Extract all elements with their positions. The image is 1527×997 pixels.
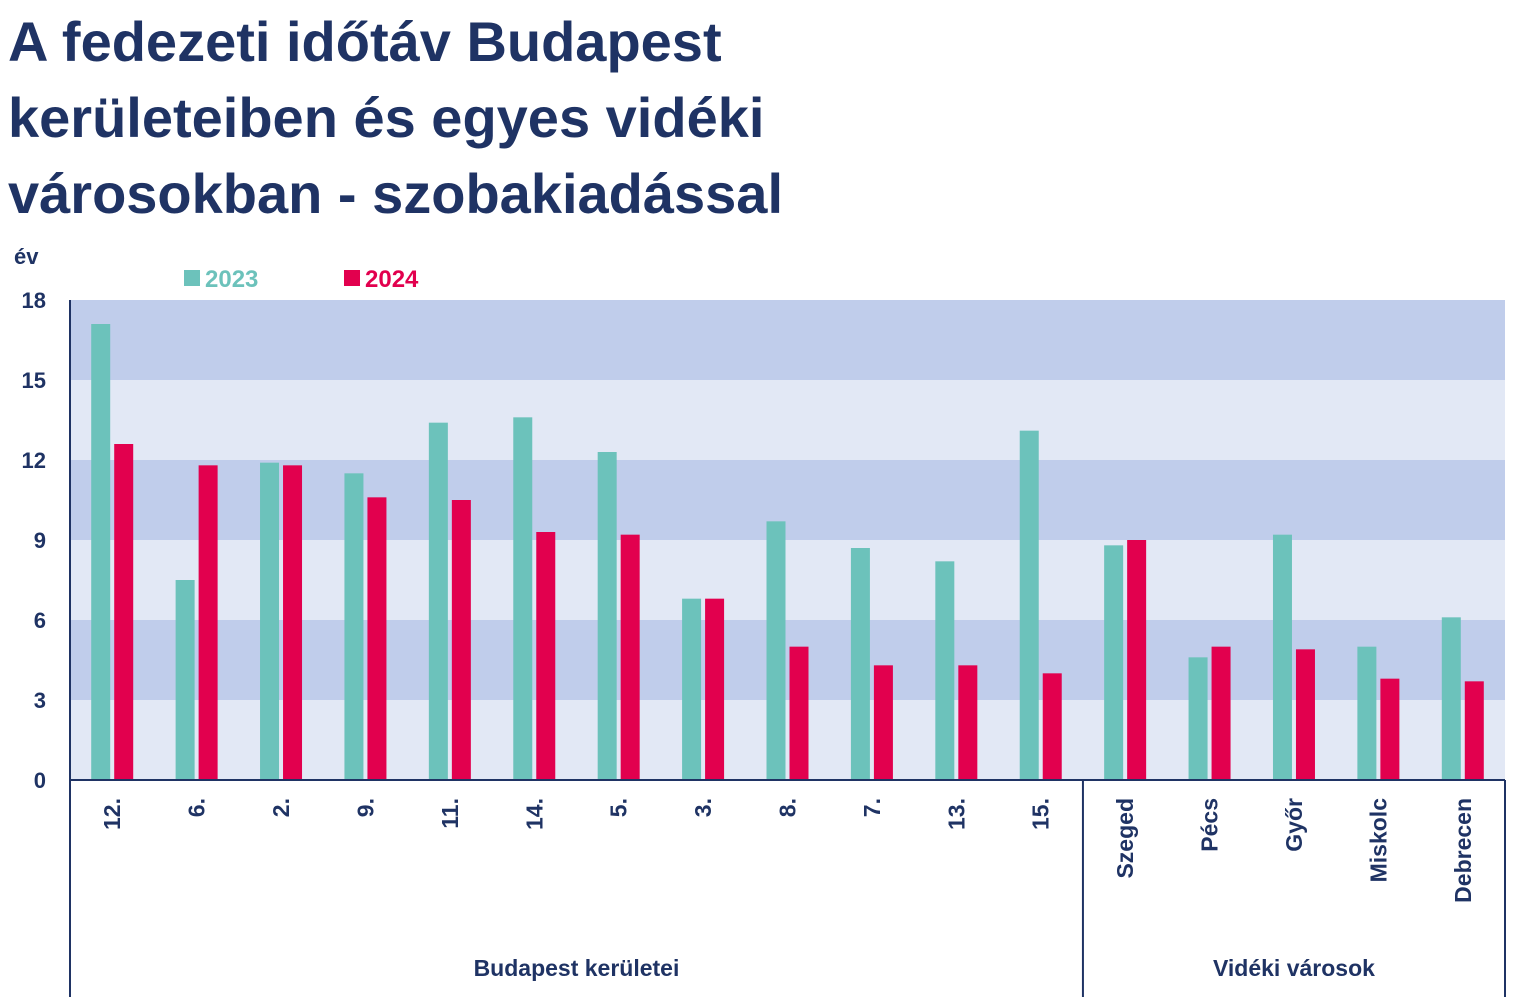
y-tick-label: 9	[34, 528, 46, 553]
bar-2024-Debrecen	[1464, 681, 1484, 780]
bar-2024-8.	[789, 646, 809, 780]
bar-2023-7.	[850, 548, 870, 780]
chart-title-line-3: városokban - szobakiadással	[8, 162, 784, 225]
x-tick-label: Szeged	[1112, 798, 1138, 879]
bar-2023-13.	[935, 561, 955, 780]
bar-2023-14.	[513, 417, 533, 780]
y-tick-label: 0	[34, 768, 46, 793]
x-tick-label: 2.	[268, 798, 294, 817]
bar-2024-13.	[958, 665, 978, 780]
x-tick-label: 3.	[690, 798, 716, 817]
x-tick-label: 15.	[1028, 798, 1054, 830]
grid-band	[70, 700, 1505, 780]
group-label: Vidéki városok	[1213, 955, 1375, 981]
x-tick-label: Pécs	[1197, 798, 1223, 852]
bar-2023-Miskolc	[1357, 646, 1377, 780]
grid-band	[70, 300, 1505, 380]
y-tick-label: 6	[34, 608, 46, 633]
legend-label-2023: 2023	[205, 266, 258, 293]
bars	[91, 324, 1484, 780]
grid-band	[70, 460, 1505, 540]
bar-2023-8.	[766, 521, 786, 780]
legend: 2023 2024	[184, 266, 419, 293]
x-tick-label: Debrecen	[1450, 798, 1476, 903]
grid-band	[70, 540, 1505, 620]
chart-title-line-2: kerületeiben és egyes vidéki	[8, 86, 765, 149]
bar-2023-Szeged	[1104, 545, 1124, 780]
x-tick-label: 11.	[437, 798, 463, 829]
x-tick-label: 13.	[943, 798, 969, 830]
x-tick-label: 6.	[184, 798, 210, 817]
bar-2023-11.	[428, 422, 448, 780]
bar-2023-Pécs	[1188, 657, 1208, 780]
x-tick-label: 12.	[99, 798, 125, 830]
x-tick-label: Győr	[1281, 798, 1307, 852]
bar-2024-Miskolc	[1380, 678, 1400, 780]
bar-2023-Debrecen	[1441, 617, 1461, 780]
x-tick-label: 8.	[775, 798, 801, 817]
bar-2024-7.	[873, 665, 893, 780]
bar-2023-12.	[91, 324, 111, 780]
legend-label-2024: 2024	[365, 266, 419, 293]
axes	[69, 300, 1506, 997]
grid-band	[70, 620, 1505, 700]
bar-2023-2.	[260, 462, 280, 780]
bar-2024-Győr	[1295, 649, 1315, 780]
bar-2024-Szeged	[1127, 540, 1147, 780]
bar-2024-3.	[705, 598, 725, 780]
chart-title: A fedezeti időtáv Budapest kerületeiben …	[8, 4, 1208, 232]
x-tick-label: 14.	[521, 798, 547, 830]
bar-2023-Győr	[1272, 534, 1292, 780]
y-tick-label: 18	[22, 288, 46, 313]
category-groups: Budapest kerületei Vidéki városok	[474, 955, 1376, 981]
bar-2023-6.	[175, 580, 195, 780]
bar-2024-14.	[536, 532, 556, 780]
x-tick-label: 7.	[859, 798, 885, 817]
y-tick-labels: 0 3 6 9 12 15 18	[22, 288, 46, 793]
y-tick-label: 15	[22, 368, 46, 393]
group-label: Budapest kerületei	[474, 955, 680, 981]
x-tick-label: 9.	[352, 798, 378, 817]
grid-band	[70, 380, 1505, 460]
x-tick-label: 5.	[606, 798, 632, 817]
bar-2023-9.	[344, 473, 364, 780]
bar-2023-3.	[682, 598, 702, 780]
chart-title-line-1: A fedezeti időtáv Budapest	[8, 10, 722, 73]
bar-2024-12.	[114, 444, 134, 780]
bar-2024-9.	[367, 497, 387, 780]
bar-2023-15.	[1019, 430, 1039, 780]
grid-bands	[70, 300, 1505, 780]
bar-2024-2.	[283, 465, 303, 780]
legend-swatch-2023	[184, 270, 200, 286]
bar-2024-15.	[1042, 673, 1062, 780]
x-tick-labels: 12. 6. 2. 9. 11. 14. 5. 3. 8. 7. 13. 15. Szeged Pécs G…	[99, 798, 1476, 903]
y-axis-label: év	[14, 244, 39, 269]
bar-2024-11.	[451, 500, 471, 780]
bar-2024-Pécs	[1211, 646, 1231, 780]
bar-2024-6.	[198, 465, 218, 780]
y-tick-label: 3	[34, 688, 46, 713]
legend-swatch-2024	[344, 270, 360, 286]
bar-2024-5.	[620, 534, 640, 780]
x-tick-label: Miskolc	[1365, 798, 1391, 883]
y-tick-label: 12	[22, 448, 46, 473]
bar-2023-5.	[597, 452, 617, 780]
